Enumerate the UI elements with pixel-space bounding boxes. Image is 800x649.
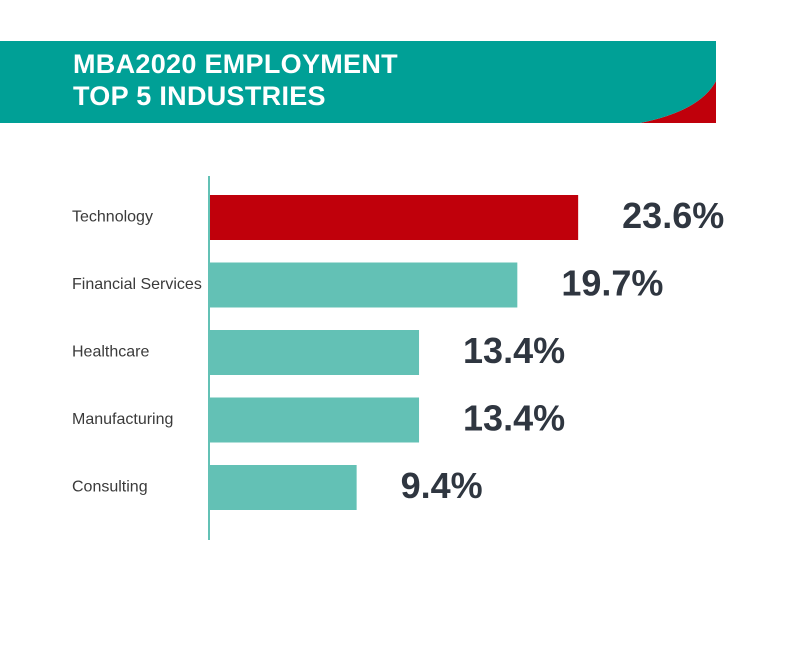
title-banner — [0, 41, 716, 123]
bar-healthcare — [210, 330, 420, 375]
category-label: Manufacturing — [72, 411, 173, 428]
category-label: Financial Services — [72, 276, 202, 293]
bar-manufacturing — [210, 397, 420, 443]
category-label: Technology — [72, 209, 153, 226]
chart-title-line-2: TOP 5 INDUSTRIES — [73, 81, 326, 111]
bar-financial-services — [210, 262, 518, 308]
bar-consulting — [210, 465, 357, 510]
banner-shape — [0, 41, 716, 123]
value-label: 9.4% — [401, 465, 483, 506]
bar-technology — [210, 195, 579, 240]
chart-title: MBA2020 EMPLOYMENT TOP 5 INDUSTRIES — [73, 48, 398, 112]
value-label: 19.7% — [561, 263, 663, 304]
value-label: 13.4% — [463, 398, 565, 439]
value-label: 13.4% — [463, 330, 565, 371]
category-label: Healthcare — [72, 344, 149, 361]
category-label: Consulting — [72, 479, 148, 496]
chart-title-line-1: MBA2020 EMPLOYMENT — [73, 49, 398, 79]
value-label: 23.6% — [622, 195, 724, 236]
